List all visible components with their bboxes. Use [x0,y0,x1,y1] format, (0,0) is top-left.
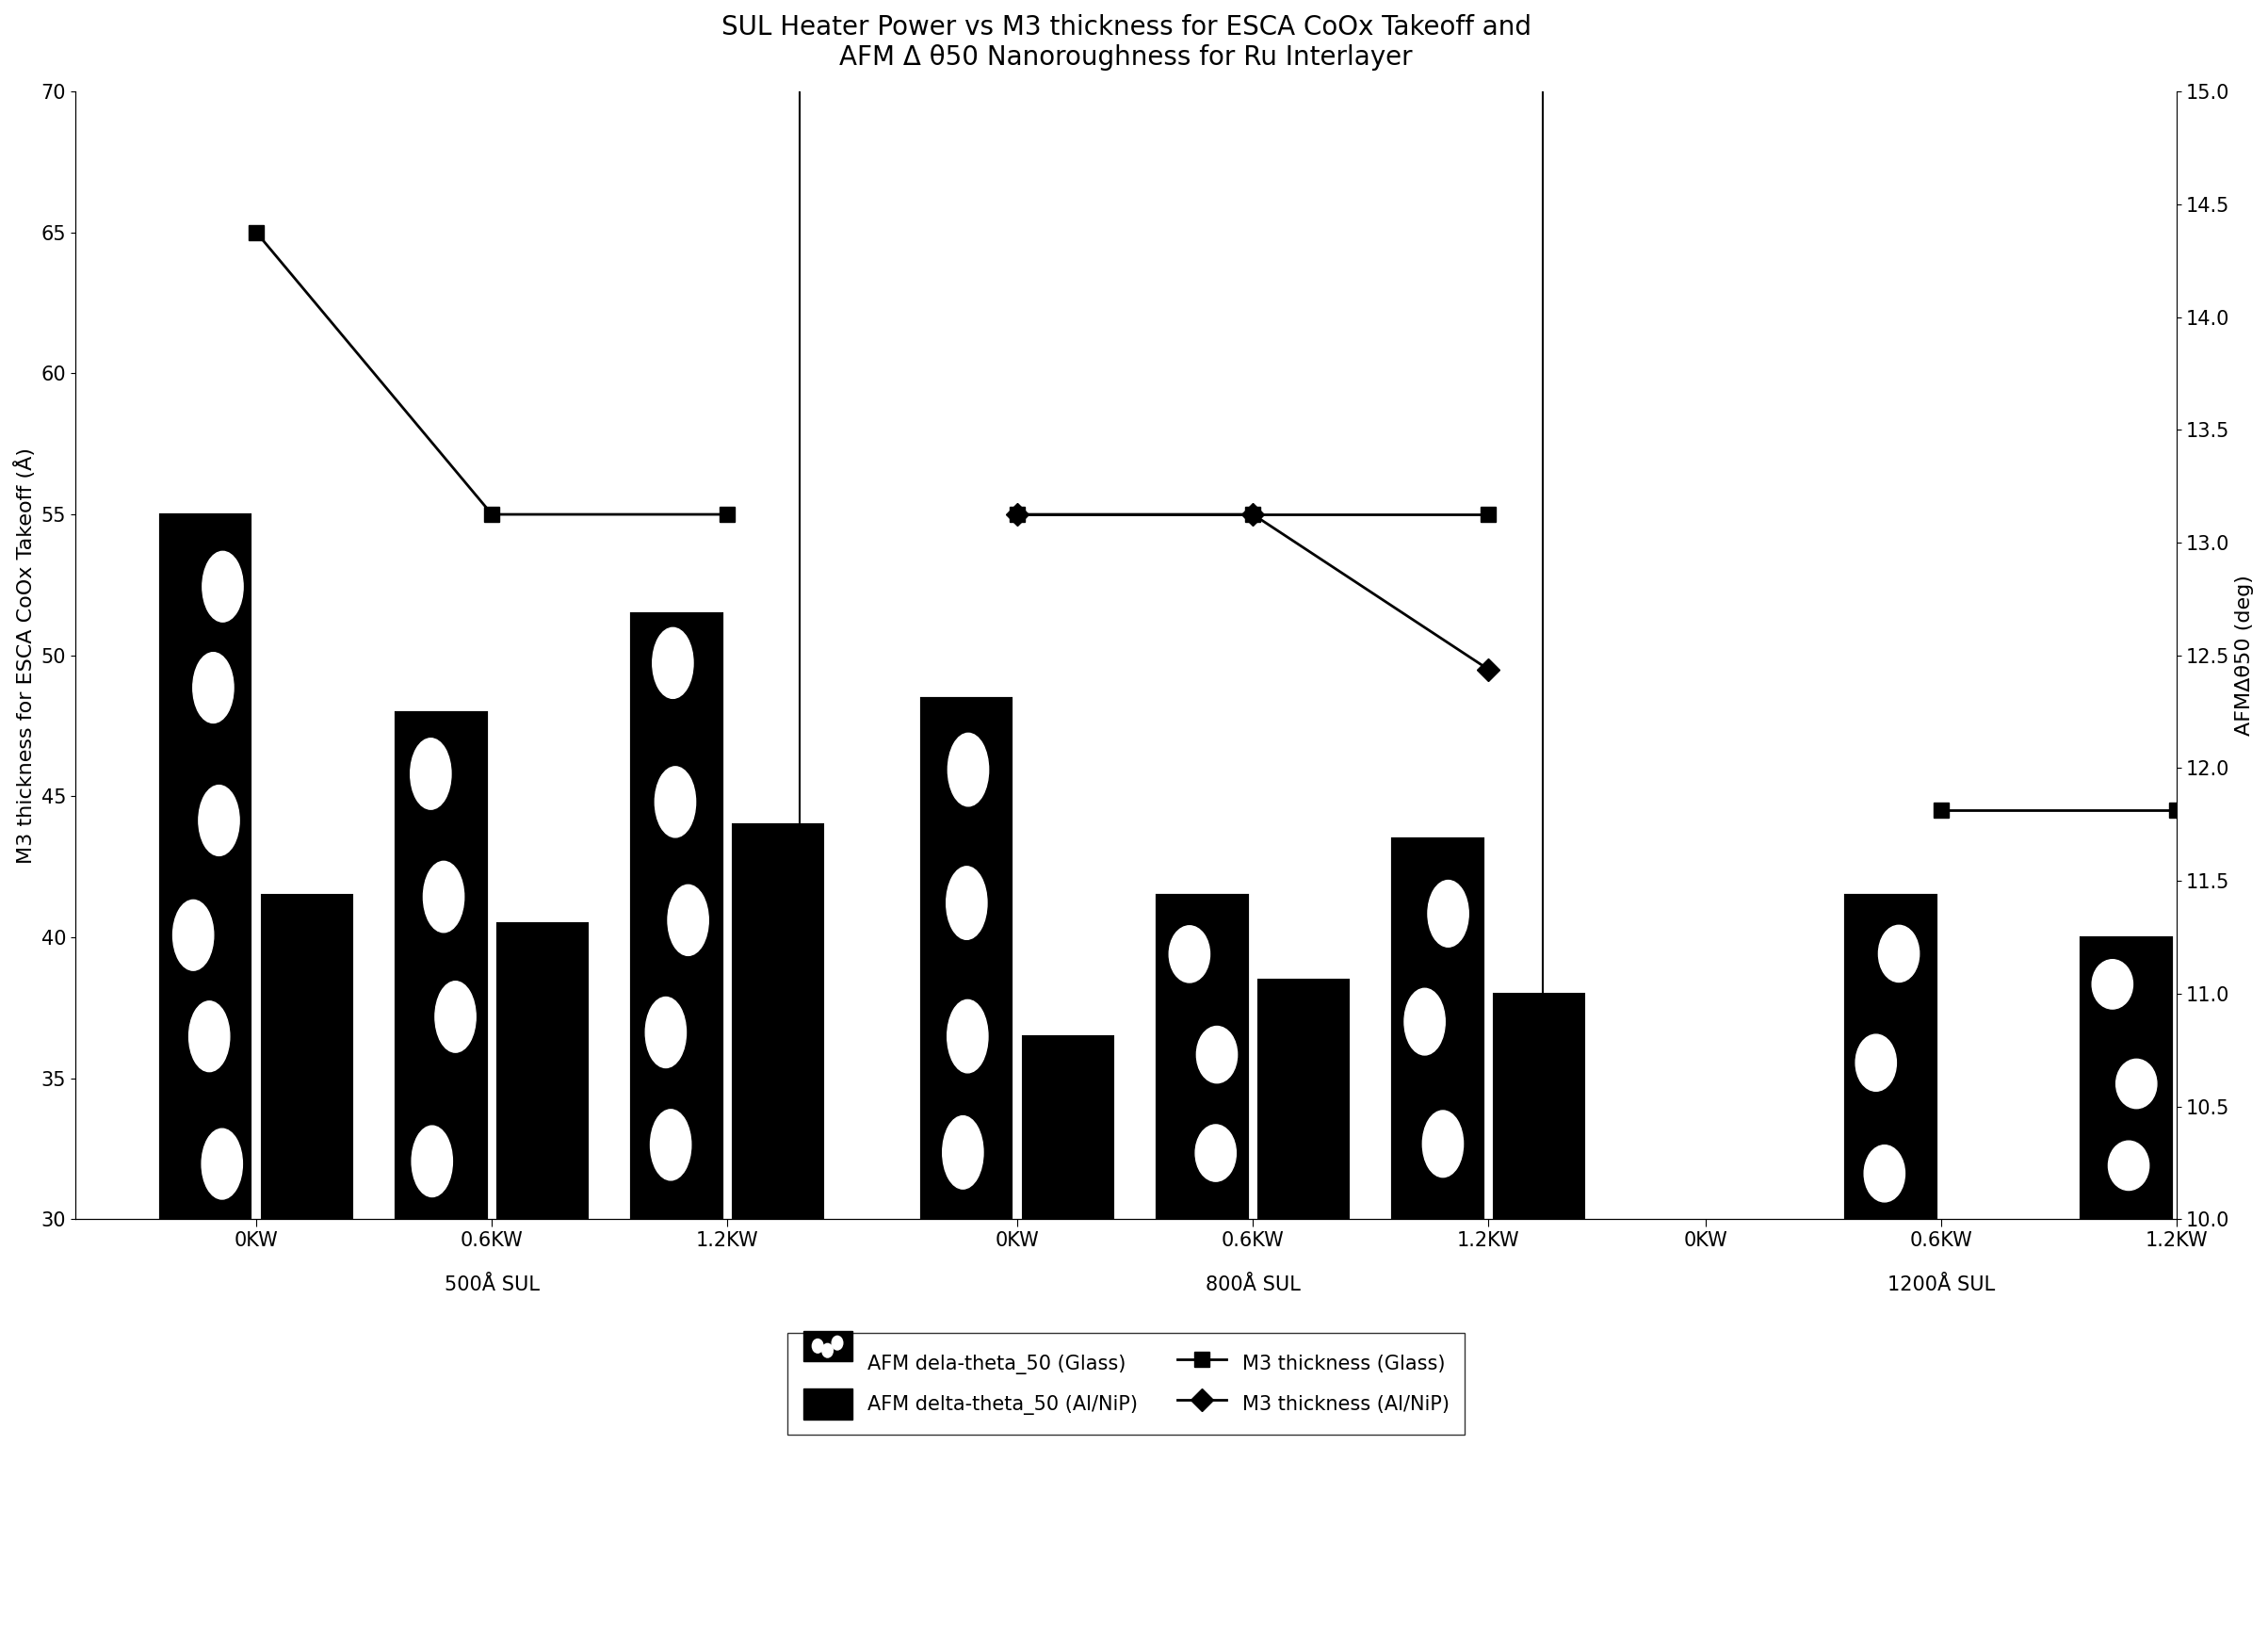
Bar [631,613,721,1219]
Bar [1846,895,1937,1219]
Ellipse shape [948,733,989,807]
Ellipse shape [202,551,243,622]
Ellipse shape [424,861,465,933]
Ellipse shape [646,997,687,1068]
Ellipse shape [948,1000,989,1073]
Ellipse shape [188,1000,229,1071]
Bar [397,712,488,1219]
Text: 1200Å SUL: 1200Å SUL [1887,1276,1996,1294]
Title: SUL Heater Power vs M3 thickness for ESCA CoOx Takeoff and
AFM Δ θ50 Nanoroughne: SUL Heater Power vs M3 thickness for ESC… [721,15,1531,71]
Bar [631,613,721,1219]
Ellipse shape [1168,925,1209,982]
Ellipse shape [1878,925,1919,982]
Ellipse shape [202,1128,243,1199]
Y-axis label: M3 thickness for ESCA CoOx Takeoff (Å): M3 thickness for ESCA CoOx Takeoff (Å) [14,448,36,864]
Text: 500Å SUL: 500Å SUL [445,1276,540,1294]
Ellipse shape [1864,1145,1905,1202]
Ellipse shape [1198,1027,1238,1082]
Ellipse shape [411,738,451,809]
Ellipse shape [943,1115,984,1189]
Bar [2082,936,2170,1219]
Ellipse shape [655,766,696,838]
Ellipse shape [2091,959,2132,1009]
Ellipse shape [1422,1110,1463,1178]
Bar [497,923,587,1219]
Text: 800Å SUL: 800Å SUL [1204,1276,1300,1294]
Ellipse shape [435,981,476,1053]
Ellipse shape [946,866,987,940]
Ellipse shape [1429,881,1470,946]
Bar [261,895,352,1219]
Y-axis label: AFMΔθ50 (deg): AFMΔθ50 (deg) [2234,576,2254,736]
Ellipse shape [667,886,708,956]
Ellipse shape [200,786,240,856]
Ellipse shape [2109,1141,2150,1191]
Bar [1157,895,1247,1219]
Bar [397,712,488,1219]
Bar [1157,895,1247,1219]
Bar [161,515,252,1219]
Bar [1023,1036,1114,1219]
Bar [921,697,1012,1219]
Ellipse shape [1855,1035,1896,1091]
Ellipse shape [1404,989,1445,1055]
Bar [733,825,823,1219]
Bar [1393,838,1483,1219]
Ellipse shape [653,628,694,699]
Bar [161,515,252,1219]
Ellipse shape [193,653,234,723]
Bar [2082,936,2170,1219]
Legend: AFM dela-theta_50 (Glass), AFM delta-theta_50 (Al/NiP), M3 thickness (Glass), M3: AFM dela-theta_50 (Glass), AFM delta-the… [787,1333,1465,1435]
Bar [1259,979,1349,1219]
Ellipse shape [172,900,213,971]
Bar [921,697,1012,1219]
Ellipse shape [651,1110,692,1181]
Ellipse shape [413,1125,451,1197]
Ellipse shape [2116,1059,2157,1109]
Bar [1393,838,1483,1219]
Ellipse shape [1195,1125,1236,1181]
Bar [1495,994,1585,1219]
Bar [1846,895,1937,1219]
